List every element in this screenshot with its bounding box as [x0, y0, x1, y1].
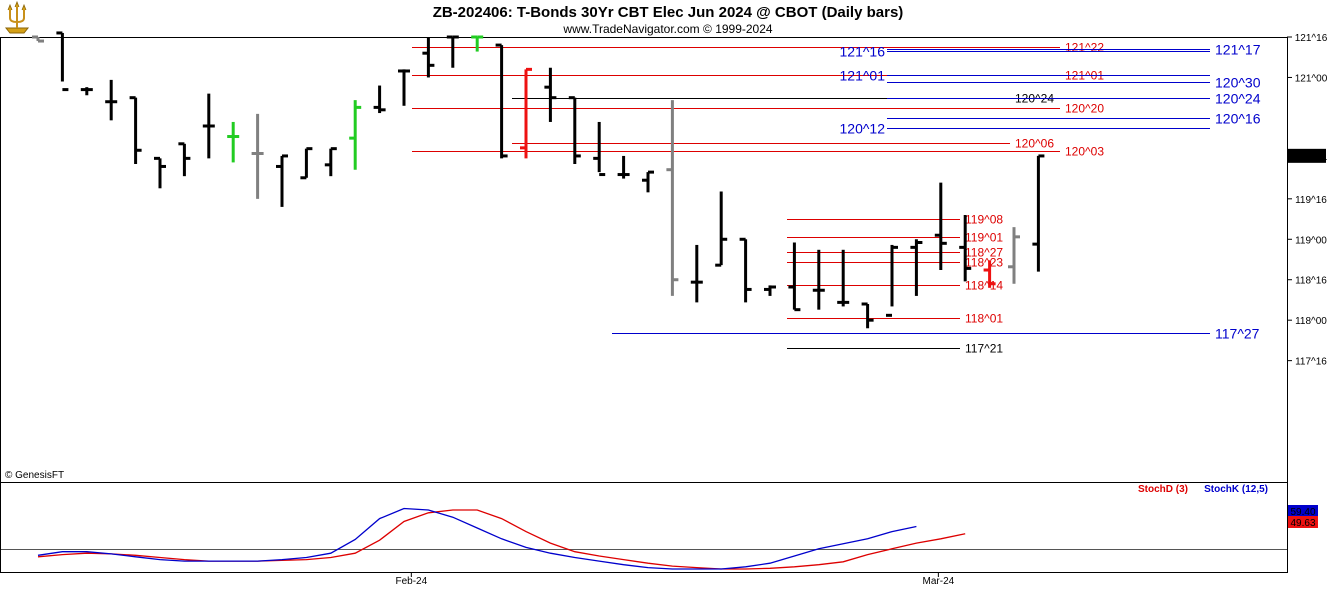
ohlc-bar: [251, 113, 264, 199]
stochk-last-box: [1288, 505, 1318, 517]
ohlc-bar: [471, 35, 484, 52]
level-label: 119^01: [965, 231, 1003, 245]
level-label: 120^30: [1215, 75, 1261, 91]
ohlc-bar: [202, 93, 215, 159]
ohlc-bar: [666, 100, 679, 296]
indicator-legend: StochD (3) StochK (12,5): [1138, 484, 1268, 495]
ohlc-bar: [642, 170, 654, 193]
ohlc-bar: [788, 242, 801, 312]
legend-stochk: StochK (12,5): [1204, 484, 1268, 495]
chart-title: ZB-202406: T-Bonds 30Yr CBT Elec Jun 202…: [433, 4, 904, 21]
level-label: 117^27: [1215, 326, 1260, 342]
ohlc-bar: [154, 156, 166, 189]
level-label: 120^16: [1215, 111, 1261, 127]
price-tick-label: 118^16: [1295, 276, 1327, 287]
ohlc-bar: [617, 155, 630, 179]
ohlc-bar: [422, 37, 435, 78]
ohlc-bar: [56, 31, 69, 92]
level-label: 118^23: [965, 256, 1003, 270]
level-label: 120^12: [840, 121, 886, 137]
ohlc-bar: [1008, 227, 1020, 284]
trident-logo-icon: [4, 0, 30, 34]
level-label: 118^27: [965, 246, 1003, 260]
ohlc-bar: [1032, 154, 1045, 272]
ohlc-bar: [276, 154, 288, 207]
stochd-last-value: 49.63: [1290, 518, 1315, 529]
ohlc-bar: [690, 244, 703, 303]
stochd-line: [37, 509, 966, 570]
price-tick-label: 117^16: [1295, 357, 1327, 368]
current-price-box: [1288, 148, 1326, 163]
ohlc-bar: [446, 35, 459, 68]
stochk-last-value: 59.40: [1290, 507, 1315, 518]
time-tick-label: Mar-24: [923, 576, 955, 587]
level-label: 121^17: [1215, 42, 1261, 58]
ohlc-bar: [739, 237, 752, 303]
ohlc-bar: [373, 85, 386, 114]
copyright-note: © GenesisFT: [5, 470, 64, 481]
level-label: 121^01: [840, 68, 886, 84]
level-label: 120^20: [1065, 102, 1104, 116]
level-label: 120^24: [1215, 91, 1261, 107]
ohlc-bar: [910, 239, 923, 296]
ohlc-bar: [300, 147, 313, 180]
ohlc-bar: [715, 191, 728, 267]
level-label: 117^21: [965, 342, 1003, 356]
ohlc-bar: [32, 35, 44, 43]
ohlc-bar: [934, 182, 947, 271]
level-label: 121^22: [1065, 41, 1104, 55]
price-tick-label: 119^16: [1295, 195, 1327, 206]
ohlc-bar: [398, 69, 410, 106]
ohlc-bar: [764, 285, 776, 296]
level-label: 121^16: [840, 44, 886, 60]
ohlc-bar: [983, 260, 996, 288]
ohlc-bar: [495, 43, 508, 159]
ohlc-bar: [544, 67, 557, 122]
time-tick-label: Feb-24: [395, 576, 427, 587]
current-price-label: 120^01: [1291, 152, 1324, 163]
ohlc-bar: [886, 244, 898, 317]
ohlc-bar: [129, 96, 142, 165]
ohlc-bar: [178, 142, 191, 177]
ohlc-bar: [593, 121, 606, 177]
time-axis: Feb-24 Mar-24: [395, 572, 955, 587]
ohlc-bar: [861, 302, 874, 329]
ohlc-bar: [837, 249, 850, 307]
price-tick-label: 119^00: [1295, 235, 1327, 246]
stochd-last-box: [1288, 516, 1318, 528]
ohlc-bar: [812, 249, 825, 310]
level-label: 118^14: [965, 279, 1003, 293]
level-label: 119^08: [965, 213, 1003, 227]
ohlc-bar: [349, 100, 362, 170]
price-tick-label: 121^16: [1295, 33, 1328, 44]
price-tick-label: 121^00: [1295, 73, 1328, 84]
ohlc-bar: [105, 79, 118, 121]
stochk-line: [37, 507, 917, 570]
level-label: 120^03: [1065, 145, 1104, 159]
title-block: ZB-202406: T-Bonds 30Yr CBT Elec Jun 202…: [433, 4, 904, 36]
price-tick-label: 118^00: [1295, 316, 1327, 327]
price-axis: 117^16 118^00 118^16 119^00 119^16 120^01 121^…: [1287, 33, 1328, 368]
level-label: 120^06: [1015, 137, 1054, 151]
ohlc-bar: [80, 87, 93, 96]
ohlc-bar: [324, 147, 337, 177]
legend-stochd: StochD (3): [1138, 484, 1188, 495]
stochastic-lines: [37, 507, 966, 570]
chart-subtitle: www.TradeNavigator.com © 1999-2024: [562, 22, 772, 36]
price-bars: [32, 31, 1045, 329]
ohlc-bar: [227, 121, 240, 163]
ohlc-bar: [520, 67, 532, 159]
level-label: 118^01: [965, 312, 1003, 326]
ohlc-bar: [959, 215, 972, 282]
ohlc-bar: [568, 96, 581, 165]
